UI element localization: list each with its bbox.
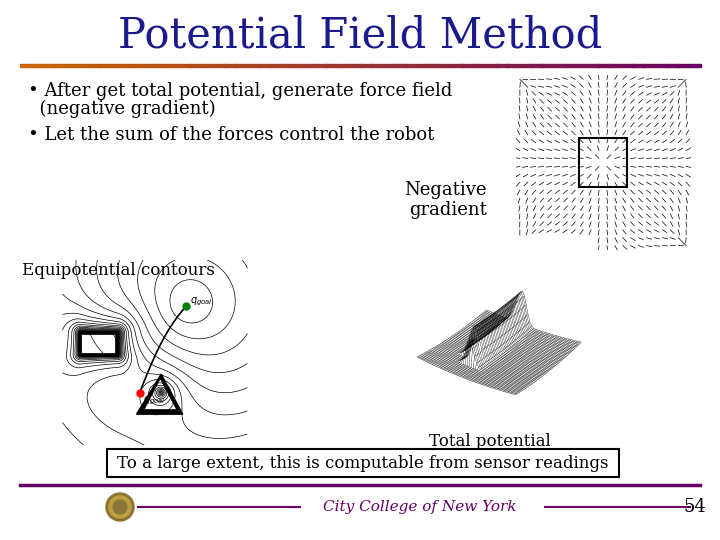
Bar [348, 64, 361, 67]
Bar [81, 334, 115, 353]
Bar [575, 64, 588, 67]
Circle shape [113, 500, 127, 514]
Bar [360, 64, 372, 67]
Text: Negative
gradient: Negative gradient [405, 180, 487, 219]
Bar [518, 64, 531, 67]
Text: City College of New York: City College of New York [323, 500, 517, 514]
Bar [99, 64, 111, 67]
Bar [553, 64, 564, 67]
Bar [473, 64, 485, 67]
Text: Equipotential contours: Equipotential contours [22, 262, 215, 279]
Bar [54, 64, 66, 67]
Bar [598, 64, 610, 67]
Bar [496, 64, 508, 67]
Bar [579, 138, 627, 186]
Bar [632, 64, 644, 67]
Bar [202, 64, 213, 67]
Text: Total potential: Total potential [429, 433, 551, 450]
Bar [235, 64, 247, 67]
Text: • Let the sum of the forces control the robot: • Let the sum of the forces control the … [28, 126, 434, 144]
Text: $q_{goal}$: $q_{goal}$ [143, 394, 166, 407]
Bar [212, 64, 225, 67]
Text: (negative gradient): (negative gradient) [28, 100, 215, 118]
Bar [20, 64, 32, 67]
Bar [179, 64, 191, 67]
Bar [145, 64, 156, 67]
Bar [88, 64, 100, 67]
Bar [303, 64, 315, 67]
Text: 54: 54 [683, 498, 706, 516]
Polygon shape [144, 379, 176, 409]
Bar [587, 64, 598, 67]
Bar [292, 64, 304, 67]
Bar [78, 331, 118, 355]
Bar [564, 64, 576, 67]
Bar [338, 64, 349, 67]
Bar [621, 64, 632, 67]
Bar [258, 64, 270, 67]
Bar [405, 64, 417, 67]
Bar [76, 64, 89, 67]
Text: • After get total potential, generate force field: • After get total potential, generate fo… [28, 82, 452, 100]
Bar [451, 64, 462, 67]
Bar [224, 64, 236, 67]
Bar [133, 64, 145, 67]
Circle shape [109, 496, 131, 518]
Text: $q_{goal}$: $q_{goal}$ [191, 295, 213, 308]
Bar [530, 64, 542, 67]
Bar [654, 64, 667, 67]
Bar [508, 64, 519, 67]
Bar [32, 64, 43, 67]
Polygon shape [137, 374, 183, 414]
Circle shape [106, 493, 134, 521]
Text: Potential Field Method: Potential Field Method [118, 14, 602, 56]
Bar [326, 64, 338, 67]
Bar [156, 64, 168, 67]
Bar [190, 64, 202, 67]
Bar [688, 64, 701, 67]
Bar [111, 64, 122, 67]
FancyBboxPatch shape [107, 449, 619, 477]
Text: To a large extent, this is computable from sensor readings: To a large extent, this is computable fr… [117, 455, 608, 471]
Bar [281, 64, 292, 67]
Bar [428, 64, 440, 67]
Bar [609, 64, 621, 67]
Bar [269, 64, 282, 67]
Bar [678, 64, 689, 67]
Bar [247, 64, 258, 67]
Bar [167, 64, 179, 67]
Bar [644, 64, 655, 67]
Bar [382, 64, 395, 67]
Bar [541, 64, 553, 67]
Bar [439, 64, 451, 67]
Bar [394, 64, 406, 67]
Bar [122, 64, 134, 67]
Bar [485, 64, 497, 67]
Bar [315, 64, 326, 67]
Bar [666, 64, 678, 67]
Bar [42, 64, 55, 67]
Bar [372, 64, 383, 67]
Bar [66, 64, 77, 67]
Bar [462, 64, 474, 67]
Bar [417, 64, 428, 67]
